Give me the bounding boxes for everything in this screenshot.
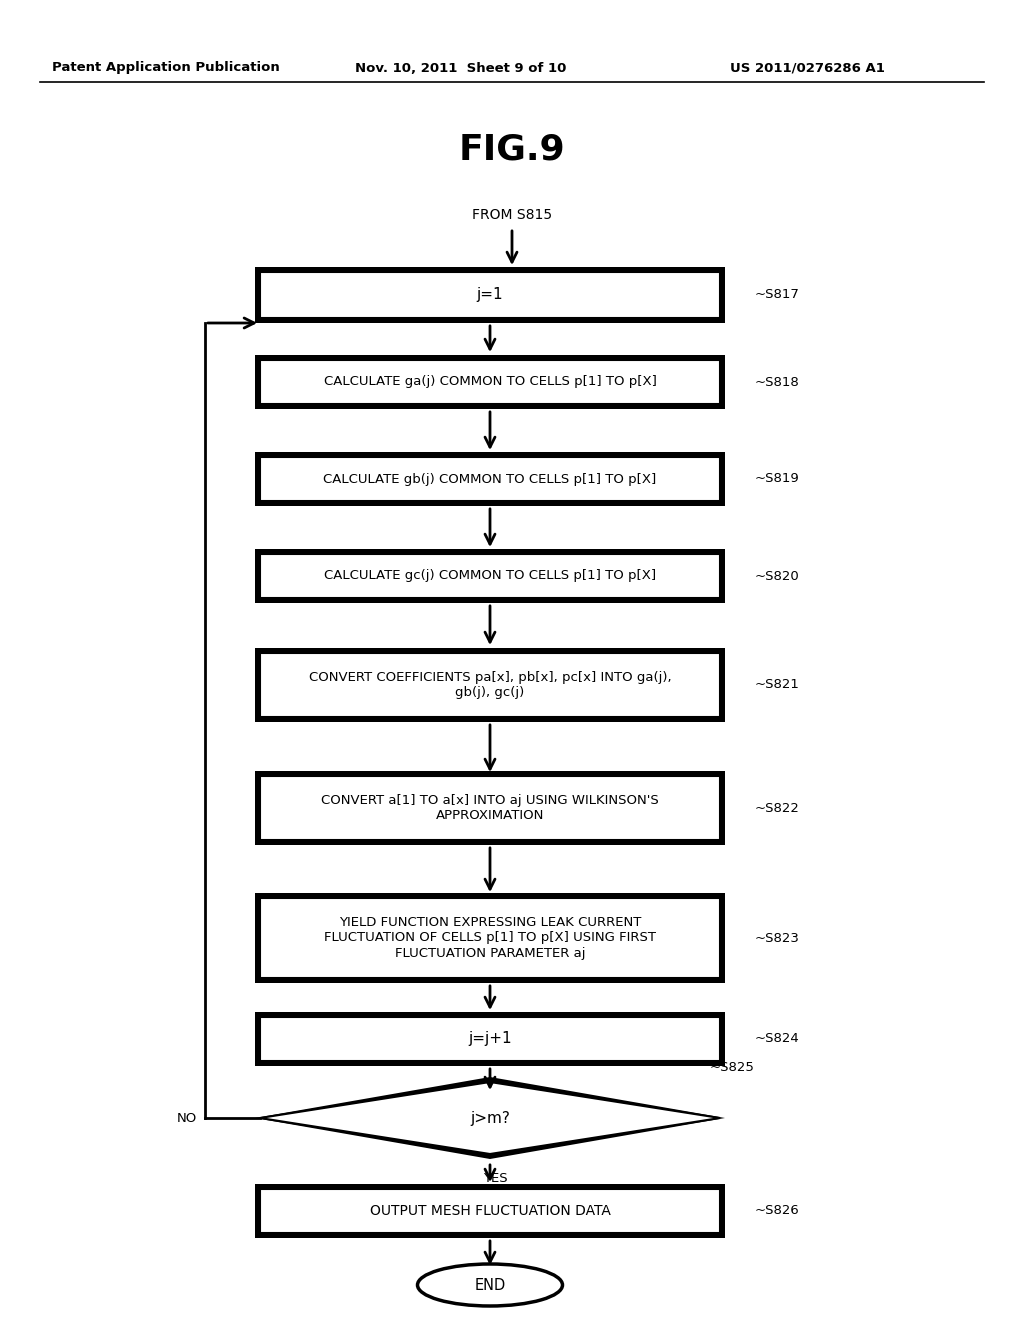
Text: FIG.9: FIG.9: [459, 133, 565, 168]
Text: ~S818: ~S818: [755, 375, 800, 388]
Text: CONVERT COEFFICIENTS pa[x], pb[x], pc[x] INTO ga(j),
gb(j), gc(j): CONVERT COEFFICIENTS pa[x], pb[x], pc[x]…: [308, 671, 672, 700]
Text: END: END: [474, 1278, 506, 1292]
Polygon shape: [260, 1082, 720, 1154]
Bar: [255, 1012, 725, 1067]
Text: j=1: j=1: [477, 288, 504, 302]
Text: US 2011/0276286 A1: US 2011/0276286 A1: [730, 62, 885, 74]
Text: ~S823: ~S823: [755, 932, 800, 945]
Bar: [260, 898, 720, 978]
Text: ~S820: ~S820: [755, 569, 800, 582]
Bar: [260, 360, 720, 404]
Bar: [255, 267, 725, 323]
Text: ~S819: ~S819: [755, 473, 800, 486]
Bar: [260, 1189, 720, 1233]
Bar: [255, 355, 725, 409]
Bar: [260, 554, 720, 598]
Text: ~S824: ~S824: [755, 1032, 800, 1045]
Bar: [260, 653, 720, 717]
Bar: [260, 776, 720, 840]
Bar: [255, 648, 725, 722]
Text: ~S822: ~S822: [755, 801, 800, 814]
Text: ~S825: ~S825: [710, 1061, 755, 1074]
Text: CALCULATE gc(j) COMMON TO CELLS p[1] TO p[X]: CALCULATE gc(j) COMMON TO CELLS p[1] TO …: [324, 569, 656, 582]
Text: FROM S815: FROM S815: [472, 209, 552, 222]
Text: CALCULATE ga(j) COMMON TO CELLS p[1] TO p[X]: CALCULATE ga(j) COMMON TO CELLS p[1] TO …: [324, 375, 656, 388]
Bar: [260, 457, 720, 502]
Bar: [255, 894, 725, 983]
Text: ~S817: ~S817: [755, 289, 800, 301]
Ellipse shape: [418, 1265, 562, 1305]
Bar: [255, 771, 725, 845]
Text: ~S826: ~S826: [755, 1204, 800, 1217]
Text: NO: NO: [177, 1111, 197, 1125]
Bar: [255, 549, 725, 603]
Bar: [255, 451, 725, 506]
Text: CALCULATE gb(j) COMMON TO CELLS p[1] TO p[X]: CALCULATE gb(j) COMMON TO CELLS p[1] TO …: [324, 473, 656, 486]
Text: j>m?: j>m?: [470, 1110, 510, 1126]
Bar: [255, 1184, 725, 1238]
Text: Patent Application Publication: Patent Application Publication: [52, 62, 280, 74]
Text: ~S821: ~S821: [755, 678, 800, 692]
Text: YES: YES: [482, 1172, 507, 1185]
Polygon shape: [255, 1077, 725, 1159]
Bar: [260, 272, 720, 318]
Text: Nov. 10, 2011  Sheet 9 of 10: Nov. 10, 2011 Sheet 9 of 10: [355, 62, 566, 74]
Bar: [260, 1016, 720, 1061]
Text: YIELD FUNCTION EXPRESSING LEAK CURRENT
FLUCTUATION OF CELLS p[1] TO p[X] USING F: YIELD FUNCTION EXPRESSING LEAK CURRENT F…: [324, 916, 656, 960]
Text: CONVERT a[1] TO a[x] INTO aj USING WILKINSON'S
APPROXIMATION: CONVERT a[1] TO a[x] INTO aj USING WILKI…: [322, 795, 658, 822]
Text: OUTPUT MESH FLUCTUATION DATA: OUTPUT MESH FLUCTUATION DATA: [370, 1204, 610, 1218]
Text: j=j+1: j=j+1: [468, 1031, 512, 1047]
